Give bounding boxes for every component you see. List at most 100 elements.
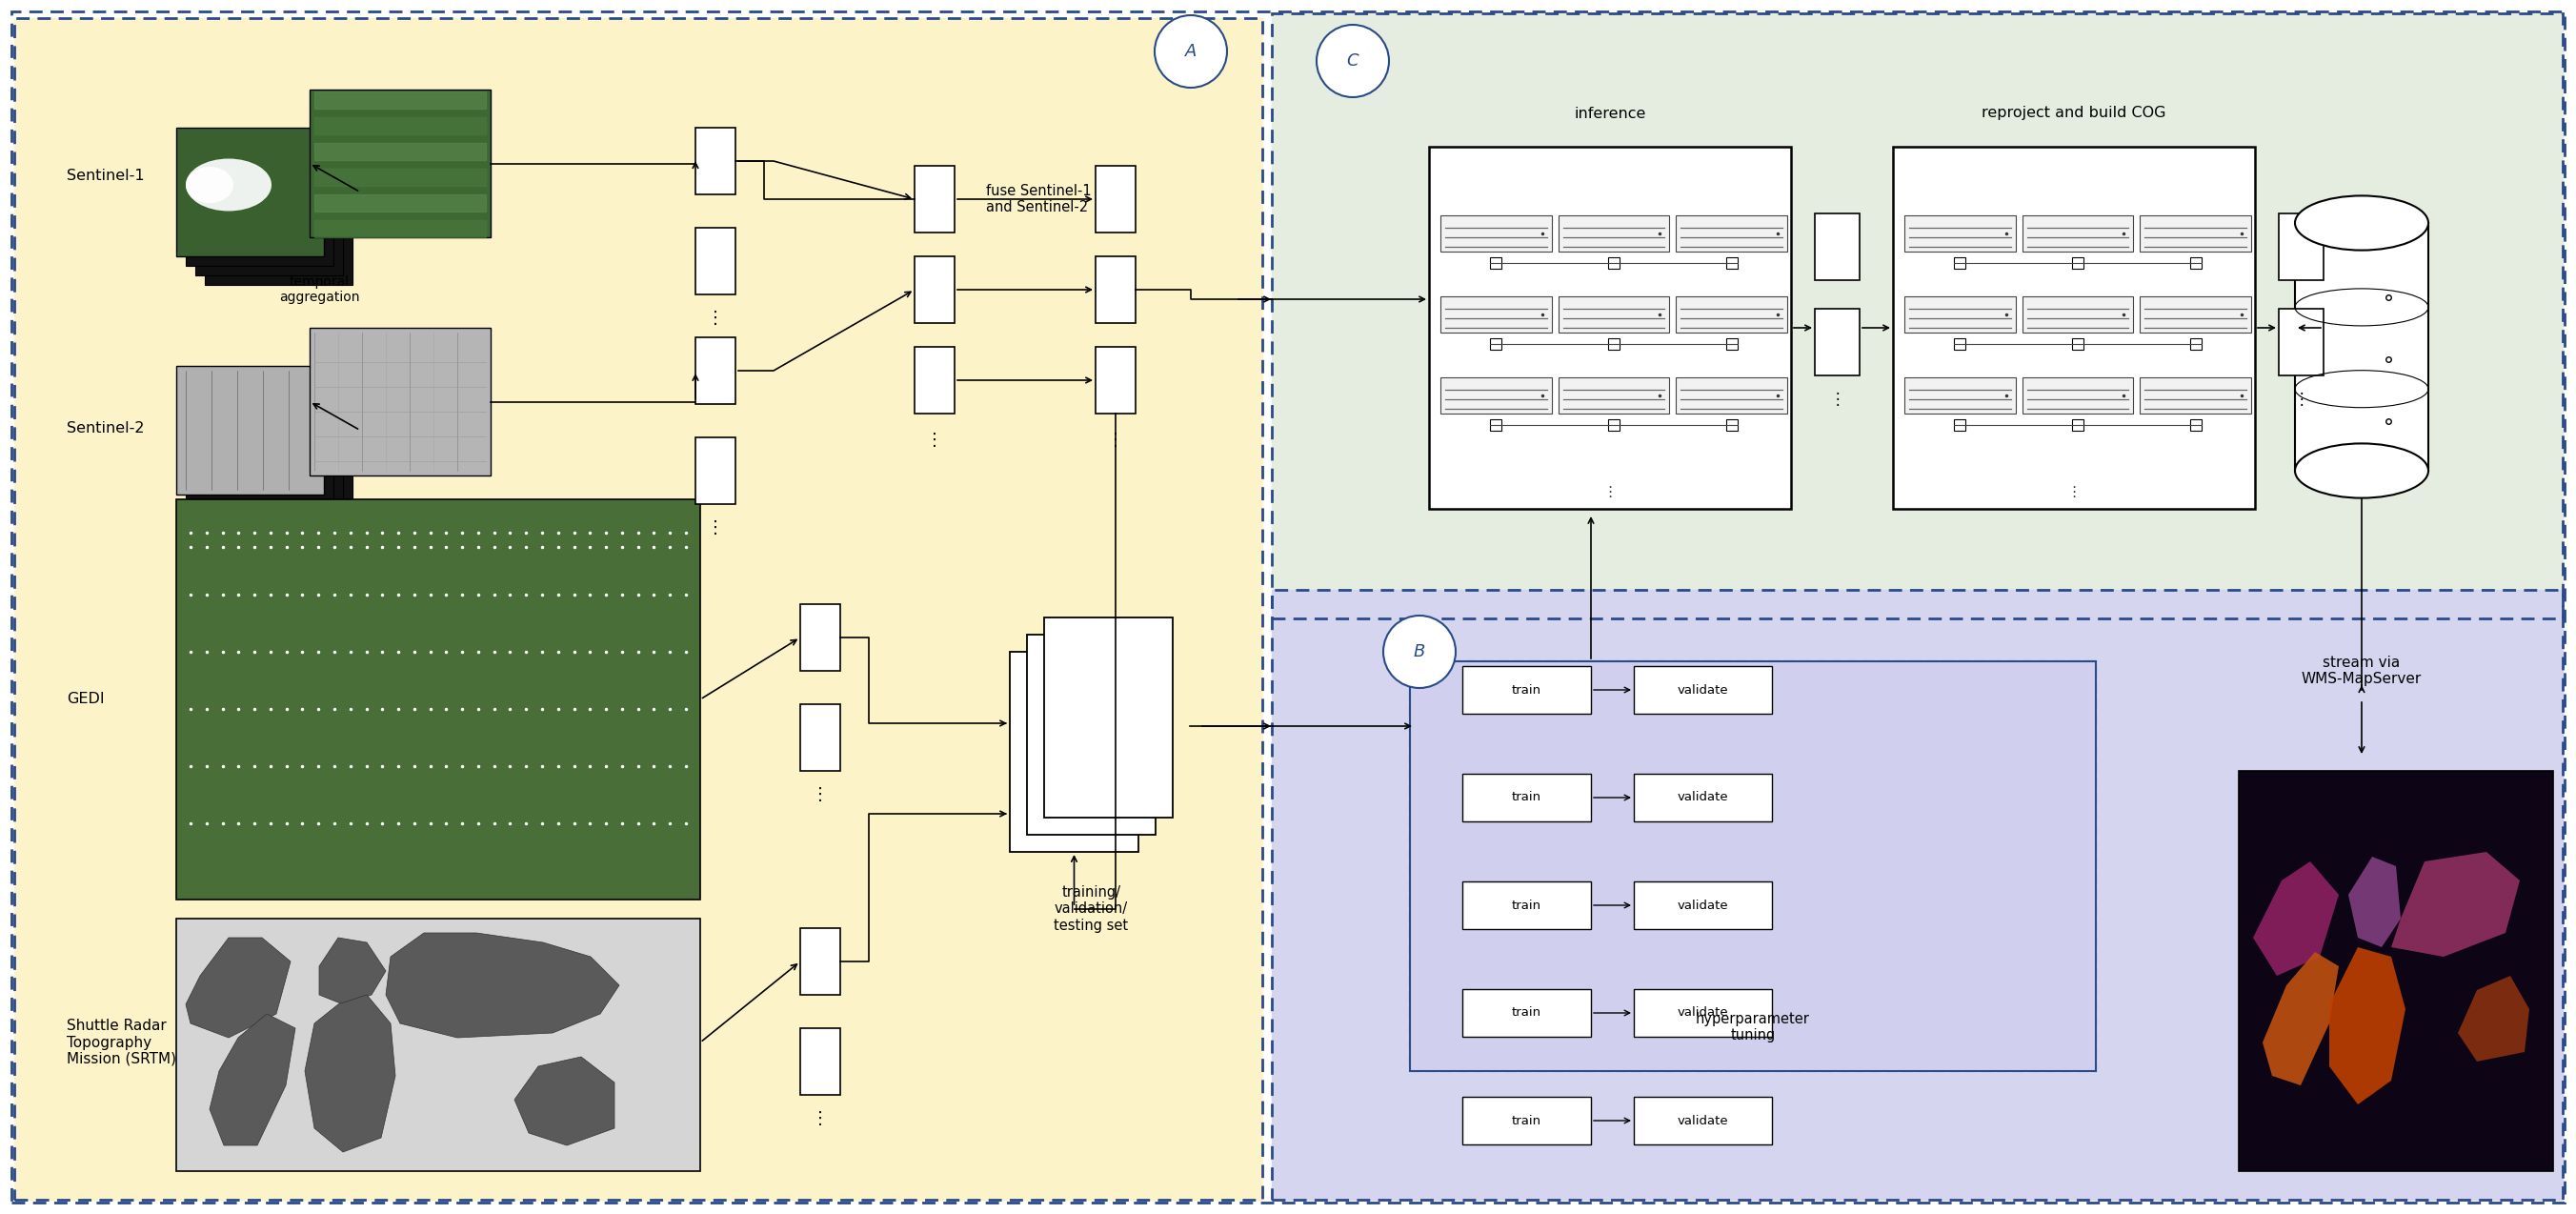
FancyBboxPatch shape <box>2022 378 2133 414</box>
Text: stream via
WMS-MapServer: stream via WMS-MapServer <box>2300 656 2421 686</box>
FancyBboxPatch shape <box>15 18 1262 1199</box>
Text: A: A <box>1185 42 1198 59</box>
Text: train: train <box>1512 900 1540 912</box>
FancyBboxPatch shape <box>1010 652 1139 852</box>
FancyBboxPatch shape <box>2280 214 2324 280</box>
FancyBboxPatch shape <box>2190 339 2202 350</box>
FancyBboxPatch shape <box>2071 419 2084 431</box>
FancyBboxPatch shape <box>206 157 353 285</box>
Text: GEDI: GEDI <box>67 692 106 707</box>
Text: hyperparameter
tuning: hyperparameter tuning <box>1695 1011 1811 1043</box>
Text: train: train <box>1512 1006 1540 1019</box>
Text: training/
validation/
testing set: training/ validation/ testing set <box>1054 885 1128 932</box>
Text: train: train <box>1512 1114 1540 1127</box>
Text: train: train <box>1512 683 1540 696</box>
FancyBboxPatch shape <box>2295 223 2429 471</box>
FancyBboxPatch shape <box>1558 215 1669 251</box>
FancyBboxPatch shape <box>1677 215 1788 251</box>
FancyBboxPatch shape <box>1463 1096 1592 1145</box>
Text: ⋮: ⋮ <box>925 432 943 449</box>
FancyBboxPatch shape <box>1095 166 1136 233</box>
Text: validate: validate <box>1677 900 1728 912</box>
FancyBboxPatch shape <box>1463 881 1592 929</box>
FancyBboxPatch shape <box>1677 296 1788 333</box>
FancyBboxPatch shape <box>1726 257 1736 268</box>
Polygon shape <box>209 1014 296 1145</box>
FancyBboxPatch shape <box>196 385 343 514</box>
FancyBboxPatch shape <box>2022 296 2133 333</box>
FancyBboxPatch shape <box>185 375 332 504</box>
FancyBboxPatch shape <box>1607 339 1620 350</box>
FancyBboxPatch shape <box>1904 296 2014 333</box>
Polygon shape <box>2349 857 2401 947</box>
FancyBboxPatch shape <box>206 395 353 523</box>
Text: Sentinel-1: Sentinel-1 <box>67 169 144 182</box>
Text: ⋮: ⋮ <box>811 1110 829 1128</box>
FancyBboxPatch shape <box>696 437 737 504</box>
FancyBboxPatch shape <box>196 147 343 276</box>
FancyBboxPatch shape <box>175 127 325 256</box>
FancyBboxPatch shape <box>801 1028 840 1095</box>
FancyBboxPatch shape <box>1607 257 1620 268</box>
FancyBboxPatch shape <box>1273 13 2563 618</box>
FancyBboxPatch shape <box>2071 339 2084 350</box>
Ellipse shape <box>185 166 234 203</box>
FancyBboxPatch shape <box>1633 1096 1772 1145</box>
FancyBboxPatch shape <box>1492 419 1502 431</box>
FancyBboxPatch shape <box>1607 419 1620 431</box>
Text: ⋮: ⋮ <box>811 787 829 804</box>
FancyBboxPatch shape <box>1440 215 1551 251</box>
Text: ⋮: ⋮ <box>706 310 724 327</box>
FancyBboxPatch shape <box>801 929 840 994</box>
Polygon shape <box>2329 947 2406 1105</box>
FancyBboxPatch shape <box>2071 257 2084 268</box>
FancyBboxPatch shape <box>1028 635 1157 835</box>
FancyBboxPatch shape <box>175 499 701 900</box>
FancyBboxPatch shape <box>175 365 325 494</box>
FancyBboxPatch shape <box>914 166 956 233</box>
Circle shape <box>1154 16 1226 87</box>
FancyBboxPatch shape <box>1558 296 1669 333</box>
Text: reproject and build COG: reproject and build COG <box>1981 107 2166 120</box>
Text: fuse Sentinel-1
and Sentinel-2: fuse Sentinel-1 and Sentinel-2 <box>987 183 1092 215</box>
FancyBboxPatch shape <box>801 605 840 671</box>
Polygon shape <box>185 937 291 1038</box>
FancyBboxPatch shape <box>1095 256 1136 323</box>
FancyBboxPatch shape <box>1904 378 2014 414</box>
Polygon shape <box>2254 862 2339 976</box>
FancyBboxPatch shape <box>1463 989 1592 1037</box>
FancyBboxPatch shape <box>1955 339 1965 350</box>
FancyBboxPatch shape <box>1492 339 1502 350</box>
FancyBboxPatch shape <box>1816 308 1860 375</box>
FancyBboxPatch shape <box>696 337 737 404</box>
FancyBboxPatch shape <box>1633 773 1772 822</box>
Polygon shape <box>386 932 618 1038</box>
Ellipse shape <box>185 159 270 211</box>
Text: ⋮: ⋮ <box>1602 484 1618 499</box>
FancyBboxPatch shape <box>1633 989 1772 1037</box>
Polygon shape <box>2458 976 2530 1061</box>
Polygon shape <box>319 937 386 1004</box>
FancyBboxPatch shape <box>914 256 956 323</box>
Polygon shape <box>515 1056 616 1145</box>
FancyBboxPatch shape <box>2190 419 2202 431</box>
Text: inference: inference <box>1574 107 1646 120</box>
Text: ⋮: ⋮ <box>706 520 724 537</box>
Text: ⋮: ⋮ <box>2066 484 2081 499</box>
FancyBboxPatch shape <box>2141 215 2251 251</box>
FancyBboxPatch shape <box>309 328 489 476</box>
FancyBboxPatch shape <box>2141 378 2251 414</box>
Ellipse shape <box>2295 195 2429 250</box>
FancyBboxPatch shape <box>1633 881 1772 929</box>
Text: Shuttle Radar
Topography
Mission (SRTM): Shuttle Radar Topography Mission (SRTM) <box>67 1019 175 1066</box>
Text: Sentinel-2: Sentinel-2 <box>67 421 144 435</box>
FancyBboxPatch shape <box>309 90 489 237</box>
FancyBboxPatch shape <box>1463 666 1592 714</box>
FancyBboxPatch shape <box>2141 296 2251 333</box>
Text: ⋮: ⋮ <box>2293 391 2308 408</box>
Text: C: C <box>1347 52 1358 69</box>
FancyBboxPatch shape <box>1893 147 2254 509</box>
FancyBboxPatch shape <box>1430 147 1790 509</box>
FancyBboxPatch shape <box>1095 347 1136 414</box>
FancyBboxPatch shape <box>696 127 737 194</box>
